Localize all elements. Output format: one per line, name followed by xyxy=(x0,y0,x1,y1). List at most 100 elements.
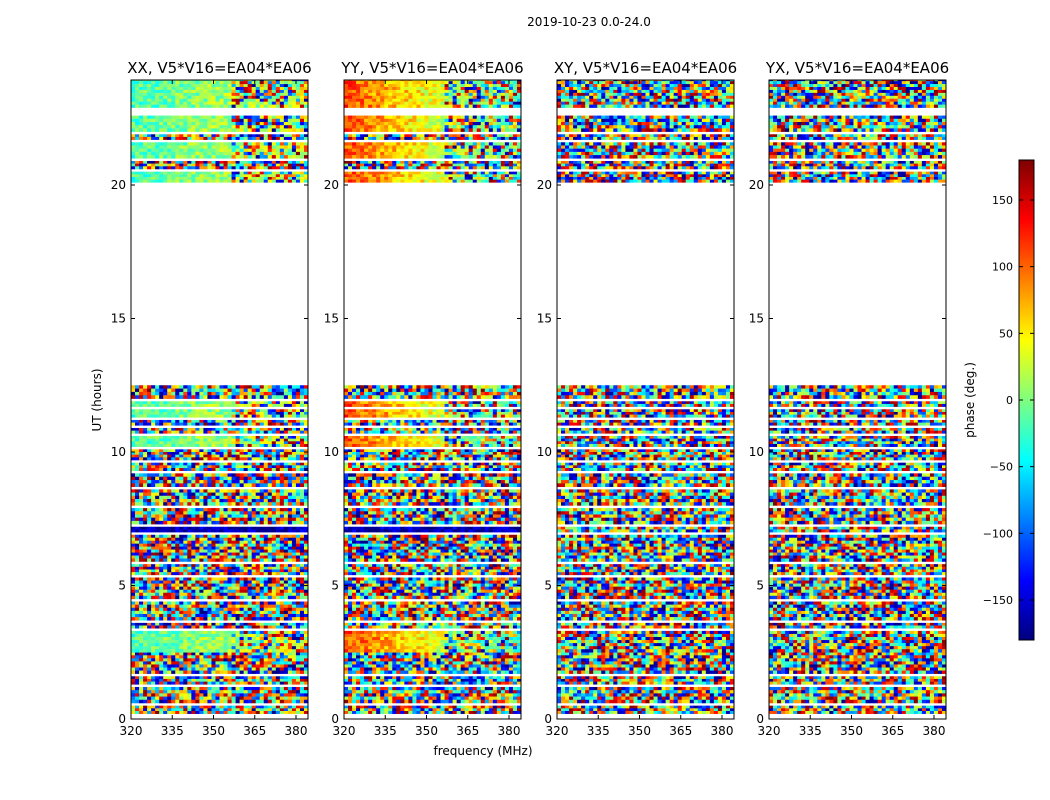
heatmap-cell xyxy=(159,163,164,167)
heatmap-cell xyxy=(171,681,176,685)
heatmap-cell xyxy=(183,529,188,533)
heatmap-cell xyxy=(187,128,192,132)
heatmap-cell xyxy=(155,655,160,659)
heatmap-cell xyxy=(167,419,172,423)
heatmap-cell xyxy=(159,640,164,644)
heatmap-cell xyxy=(171,572,176,576)
heatmap-cell xyxy=(215,601,220,605)
heatmap-cell xyxy=(195,160,200,164)
heatmap-cell xyxy=(259,121,265,126)
heatmap-cell xyxy=(283,125,289,129)
heatmap-cell xyxy=(159,438,164,442)
heatmap-cell xyxy=(247,613,253,618)
heatmap-cell xyxy=(139,652,144,656)
heatmap-cell xyxy=(187,411,192,415)
heatmap-cell xyxy=(151,449,156,453)
heatmap-cell xyxy=(235,115,241,120)
heatmap-cell xyxy=(295,678,301,682)
heatmap-cell xyxy=(139,480,144,484)
heatmap-cell xyxy=(191,555,196,559)
heatmap-cell xyxy=(259,160,265,164)
heatmap-cell xyxy=(203,414,208,418)
heatmap-cell xyxy=(243,592,249,597)
heatmap-cell xyxy=(263,514,269,518)
heatmap-cell xyxy=(179,473,184,477)
heatmap-cell xyxy=(235,558,241,562)
heatmap-cell xyxy=(147,643,152,647)
heatmap-cell xyxy=(199,586,204,590)
heatmap-cell xyxy=(151,667,156,671)
heatmap-cell xyxy=(259,476,265,481)
heatmap-cell xyxy=(179,678,184,682)
heatmap-cell xyxy=(303,686,308,691)
heatmap-cell xyxy=(207,166,212,170)
heatmap-cell xyxy=(267,534,273,539)
heatmap-cell xyxy=(131,441,136,445)
heatmap-cell xyxy=(259,543,265,547)
heatmap-cell xyxy=(155,443,160,447)
heatmap-cell xyxy=(267,636,273,641)
heatmap-cell xyxy=(199,148,204,153)
heatmap-cell xyxy=(267,640,273,644)
heatmap-cell xyxy=(243,586,249,590)
heatmap-cell xyxy=(179,667,184,671)
heatmap-cell xyxy=(295,80,301,82)
heatmap-cell xyxy=(163,661,168,665)
heatmap-cell xyxy=(255,388,261,393)
heatmap-cell xyxy=(179,589,184,594)
heatmap-cell xyxy=(135,438,140,442)
heatmap-cell xyxy=(255,517,261,522)
heatmap-cell xyxy=(199,163,204,167)
heatmap-cell xyxy=(183,179,188,183)
heatmap-cell xyxy=(187,134,192,138)
heatmap-cell xyxy=(239,678,245,682)
heatmap-cell xyxy=(147,430,152,434)
heatmap-cell xyxy=(167,676,172,680)
heatmap-cell xyxy=(283,601,289,605)
heatmap-cell xyxy=(255,667,261,671)
heatmap-cell xyxy=(175,465,180,469)
heatmap-cell xyxy=(219,171,224,175)
heatmap-cell xyxy=(147,163,152,167)
heatmap-cell xyxy=(243,495,249,500)
heatmap-cell xyxy=(263,577,269,581)
heatmap-cell xyxy=(163,435,168,439)
heatmap-cell xyxy=(187,136,192,140)
heatmap-cell xyxy=(279,540,285,544)
heatmap-cell xyxy=(183,681,188,685)
heatmap-cell xyxy=(183,115,188,120)
heatmap-cell xyxy=(251,142,257,146)
heatmap-cell xyxy=(175,534,180,539)
heatmap-cell xyxy=(239,636,245,641)
heatmap-cell xyxy=(235,492,241,497)
heatmap-cell xyxy=(271,649,277,653)
heatmap-cell xyxy=(255,502,261,506)
heatmap-cell xyxy=(135,163,140,167)
heatmap-cell xyxy=(179,128,184,132)
heatmap-cell xyxy=(219,449,224,453)
heatmap-cell xyxy=(279,508,285,512)
heatmap-cell xyxy=(211,480,216,484)
heatmap-cell xyxy=(223,118,228,123)
heatmap-cell xyxy=(251,558,257,562)
heatmap-cell xyxy=(207,564,212,568)
heatmap-cell xyxy=(287,640,293,644)
heatmap-cell xyxy=(143,489,148,493)
heatmap-cell xyxy=(159,391,164,396)
heatmap-cell xyxy=(239,388,245,393)
heatmap-cell xyxy=(203,435,208,439)
heatmap-cell xyxy=(183,649,188,653)
heatmap-cell xyxy=(231,595,236,600)
heatmap-cell xyxy=(187,385,192,389)
heatmap-cell xyxy=(131,145,136,149)
heatmap-cell xyxy=(187,492,192,497)
heatmap-cell xyxy=(187,160,192,164)
heatmap-cell xyxy=(279,667,285,671)
heatmap-cell xyxy=(163,592,168,597)
heatmap-cell xyxy=(223,676,228,680)
heatmap-cell xyxy=(167,401,172,405)
heatmap-cell xyxy=(187,555,192,559)
heatmap-cell xyxy=(299,125,305,129)
heatmap-cell xyxy=(199,452,204,455)
heatmap-cell xyxy=(131,520,136,525)
